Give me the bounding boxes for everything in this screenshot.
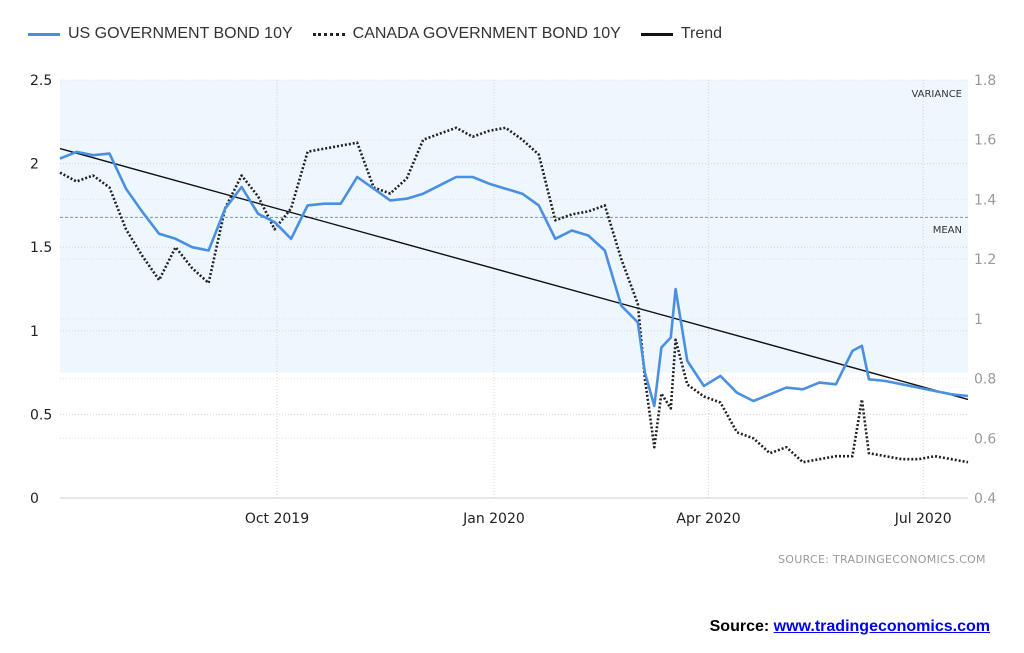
x-axis: Oct 2019 Jan 2020 Apr 2020 Jul 2020	[60, 497, 968, 527]
y-right-tick-label: 0.4	[974, 491, 996, 507]
legend-item-canada[interactable]: CANADA GOVERNMENT BOND 10Y	[312, 25, 621, 43]
legend-swatch-trend	[640, 32, 673, 36]
source-credit: Source: www.tradingeconomics.com	[710, 618, 990, 636]
y-left-tick-label: 0	[30, 491, 39, 507]
y-left-tick-label: 1.5	[30, 240, 52, 256]
y-right-tick-label: 1.2	[974, 252, 996, 268]
legend-item-trend[interactable]: Trend	[640, 25, 723, 43]
x-tick-label: Jul 2020	[894, 511, 952, 527]
us-series-line	[59, 150, 969, 408]
y-axis-left: 0 0.5 1 1.5 2 2.5	[30, 73, 52, 507]
x-tick-label: Oct 2019	[245, 511, 309, 527]
y-right-tick-label: 1	[974, 312, 983, 328]
variance-band	[60, 80, 968, 373]
y-right-tick-label: 1.6	[974, 133, 996, 149]
y-left-tick-label: 0.5	[30, 407, 52, 423]
source-link[interactable]: www.tradingeconomics.com	[773, 618, 990, 635]
legend-label-canada: CANADA GOVERNMENT BOND 10Y	[352, 25, 621, 42]
variance-label: VARIANCE	[911, 89, 962, 100]
y-right-tick-label: 1.4	[974, 192, 996, 208]
y-axis-right: 0.4 0.6 0.8 1 1.2 1.4 1.6 1.8	[974, 73, 996, 507]
legend-label-trend: Trend	[680, 25, 723, 42]
legend-swatch-canada	[312, 32, 345, 36]
y-right-tick-label: 1.8	[974, 73, 996, 89]
mean-label: MEAN	[933, 225, 962, 236]
source-credit-label: Source:	[709, 618, 770, 635]
variance-band-layer	[60, 80, 968, 373]
legend-label-us: US GOVERNMENT BOND 10Y	[68, 25, 293, 42]
y-right-tick-label: 0.6	[974, 431, 996, 447]
legend-item-us[interactable]: US GOVERNMENT BOND 10Y	[28, 25, 293, 43]
trend-line	[59, 147, 969, 401]
trend-layer	[59, 147, 969, 401]
x-tick-label: Apr 2020	[676, 511, 740, 527]
y-left-tick-label: 2.5	[30, 73, 52, 89]
chart-legend: US GOVERNMENT BOND 10Y CANADA GOVERNMENT…	[28, 22, 742, 46]
legend-swatch-us	[28, 32, 60, 36]
x-tick-label: Jan 2020	[462, 511, 525, 527]
y-left-tick-label: 1	[30, 324, 39, 340]
y-left-tick-label: 2	[30, 157, 39, 173]
us-series-layer	[59, 150, 969, 408]
line-chart: 0 0.5 1 1.5 2 2.5 0.4 0.6 0.8 1 1.2 1.4 1.6 1.8 Oct …	[30, 73, 996, 527]
y-right-tick-label: 0.8	[974, 372, 996, 388]
source-watermark: SOURCE: TRADINGECONOMICS.COM	[778, 553, 986, 566]
